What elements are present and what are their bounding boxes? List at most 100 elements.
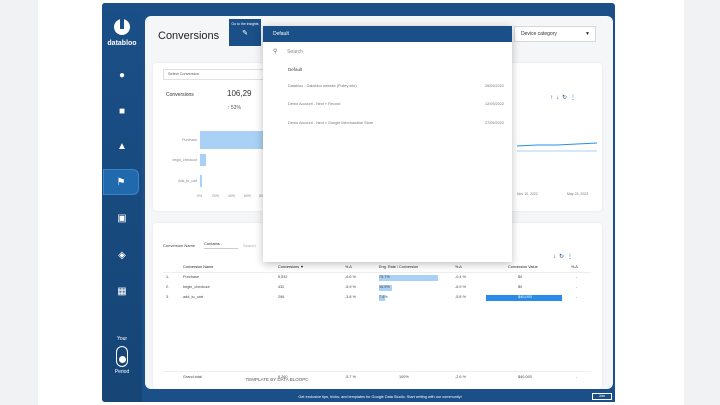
row-conversions: 432 (278, 285, 285, 289)
property-option[interactable]: Demo Account - Next » Record 12/09/2022 (288, 102, 504, 106)
page-title: Conversions (158, 30, 220, 42)
insights-tile-label: Go to the insights (231, 22, 259, 26)
x-tick: 60% (244, 194, 252, 198)
device-category-label: Device category (521, 31, 557, 37)
row-delta3: - (576, 275, 578, 279)
x-tick: 80% (259, 194, 266, 198)
total-divider (163, 371, 591, 372)
row-delta3: - (576, 285, 578, 289)
kpi-value: 106,29 (227, 89, 252, 98)
trend-line-current (517, 142, 597, 147)
row-rate: 16.9% (379, 285, 390, 289)
col-header-conversions[interactable]: Conversions ▼ (278, 265, 304, 269)
row-rate-bar (379, 275, 438, 281)
bar-label-purchase: Purchase (182, 138, 197, 142)
row-delta2: -6.9 % (455, 285, 466, 289)
row-index: 2. (166, 285, 170, 289)
row-rate: 7.4% (379, 295, 388, 299)
calendar-icon[interactable]: ▦ (117, 286, 127, 297)
property-option-name: Demo Account - Next » Record (288, 102, 341, 106)
total-delta3: - (576, 375, 578, 379)
funnel-bar-begin-checkout (200, 154, 206, 166)
property-option-date: 12/09/2022 (484, 102, 504, 106)
chevron-down-icon: ▼ (585, 31, 590, 37)
row-value: $0 (518, 285, 523, 289)
x-tick: 40% (228, 194, 236, 198)
funnel-bar-purchase (200, 131, 264, 149)
total-label: Grand total (183, 375, 202, 379)
select-conversion-dropdown[interactable]: Select Conversion (163, 69, 265, 80)
row-name: begin_checkout (183, 285, 210, 289)
table-search-input[interactable]: Search (243, 243, 256, 248)
search-icon: ⚲ (273, 49, 278, 55)
property-picker-dropdown: Default ⚲ Search Default Databloo - Data… (263, 26, 512, 262)
community-banner-text: Get exclusive tips, tricks, and template… (298, 395, 462, 399)
user-icon[interactable]: ● (118, 70, 126, 81)
total-delta1: -5.7 % (345, 375, 356, 379)
row-delta1: -5.9 % (345, 285, 356, 289)
edit-icon: ✎ (242, 30, 248, 37)
total-conversions: 6,260 (278, 375, 288, 379)
date-start-label: Nov 10, 2022 (517, 192, 538, 196)
row-value: $0 (518, 275, 523, 279)
row-name: Purchase (183, 275, 200, 279)
toggle-knob (119, 356, 126, 363)
property-search-placeholder: Search (287, 49, 303, 55)
row-delta2: -0.4 % (455, 275, 466, 279)
community-banner: Get exclusive tips, tricks, and template… (145, 392, 615, 402)
flag-icon[interactable]: ⚑ (103, 169, 139, 195)
total-delta2: -2.6 % (455, 375, 466, 379)
row-name: add_to_cart (183, 295, 204, 299)
col-header-value[interactable]: Conversion Value (508, 265, 538, 269)
bar-label-begin-checkout: begin_checkout (172, 158, 197, 162)
theme-toggle[interactable] (116, 346, 128, 367)
conversion-name-filter-label: Conversion Name (163, 243, 196, 248)
book-icon[interactable]: ■ (118, 106, 126, 117)
sidebar: databloo ● ■ ▲ ⚑ ▣ ◈ ▦ Your Period (102, 3, 142, 402)
join-button[interactable]: Join (592, 393, 612, 400)
col-header-delta3[interactable]: % Δ (571, 265, 578, 269)
row-delta2: -5.8 % (455, 295, 466, 299)
box-icon[interactable]: ◈ (118, 250, 126, 261)
x-tick: 0% (197, 194, 203, 198)
cart-icon[interactable]: ▣ (117, 213, 127, 224)
databloo-logo (114, 17, 130, 35)
row-delta1: -6.6 % (345, 275, 356, 279)
property-default-option[interactable]: Default (288, 67, 303, 72)
row-index: 1. (166, 275, 170, 279)
theme-value: Period (114, 369, 130, 375)
total-rate: 100% (399, 375, 409, 379)
property-option-name: Demo Account - Next » Google Merchandise… (288, 121, 374, 125)
bar-label-add-to-cart: Add_to_cart (178, 179, 197, 183)
row-value: $40,093 (518, 295, 532, 299)
property-search-input[interactable]: ⚲ Search (273, 48, 303, 55)
col-header-delta2[interactable]: % Δ (455, 265, 462, 269)
chart-toolbar[interactable]: ↑↓↻⋮ (550, 95, 580, 101)
property-option-date: 26/09/2022 (484, 84, 504, 88)
table-toolbar[interactable]: ↓↻⋮ (553, 254, 577, 260)
kpi-delta: ↑ 53% (227, 105, 241, 111)
template-credit[interactable]: TEMPLATE BY DATA BLOOPC (245, 377, 309, 382)
row-conversions: 5,532 (278, 275, 288, 279)
property-option-date: 27/09/2022 (484, 121, 504, 125)
row-value-bar (486, 295, 562, 301)
row-delta3: - (576, 295, 578, 299)
trend-chart (517, 142, 597, 152)
property-option[interactable]: Databloo - Databloo website (Pulley site… (288, 84, 504, 88)
insights-tile[interactable]: Go to the insights ✎ (229, 19, 261, 46)
col-header-rate[interactable]: Eng. Rate / Conversion (379, 265, 419, 269)
col-header-delta1[interactable]: % Δ (345, 265, 352, 269)
row-rate-bar (379, 295, 385, 301)
total-value: $40,093 (518, 375, 532, 379)
person-walk-icon[interactable]: ▲ (117, 141, 127, 152)
theme-label: Your (116, 336, 128, 342)
property-picker-header[interactable]: Default (263, 26, 512, 42)
col-header-name[interactable]: Conversion Name (183, 265, 214, 269)
row-delta1: -3.8 % (345, 295, 356, 299)
device-category-select[interactable]: Device category ▼ (514, 26, 596, 42)
logo-text: databloo (107, 40, 137, 47)
x-tick: 20% (212, 194, 220, 198)
contains-select[interactable]: Contains (204, 241, 238, 249)
funnel-bar-add-to-cart (200, 175, 202, 187)
property-option[interactable]: Demo Account - Next » Google Merchandise… (288, 121, 504, 125)
